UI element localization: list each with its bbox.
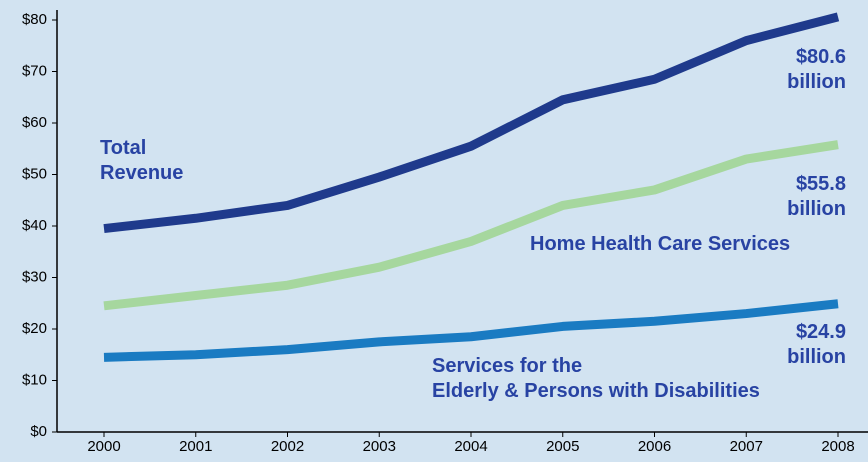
x-tick-label: 2003 [363,438,396,455]
series-label: Total Revenue [100,137,184,184]
x-tick-label: 2004 [454,438,487,455]
y-tick-label: $50 [22,165,47,182]
x-tick-label: 2002 [271,438,304,455]
series-label: Home Health Care Services [530,233,791,255]
value-label: $80.6 billion [787,46,846,93]
y-tick-label: $10 [22,371,47,388]
x-tick-label: 2008 [821,438,854,455]
series-line [103,299,839,362]
value-label: $24.9 billion [787,321,846,368]
y-tick-label: $20 [22,320,47,337]
series-line [103,140,839,311]
x-tick-label: 2007 [730,438,763,455]
y-tick-label: $0 [30,423,47,440]
y-tick-label: $40 [22,217,47,234]
y-tick-label: $30 [22,268,47,285]
x-tick-label: 2005 [546,438,579,455]
series-label: Services for the Elderly & Persons with … [432,355,760,402]
series-line [103,12,840,234]
y-tick-label: $80 [22,11,47,28]
y-tick-label: $60 [22,114,47,131]
value-label: $55.8 billion [787,173,846,220]
y-tick-label: $70 [22,62,47,79]
x-tick-label: 2001 [179,438,212,455]
x-tick-label: 2000 [87,438,120,455]
x-tick-label: 2006 [638,438,671,455]
